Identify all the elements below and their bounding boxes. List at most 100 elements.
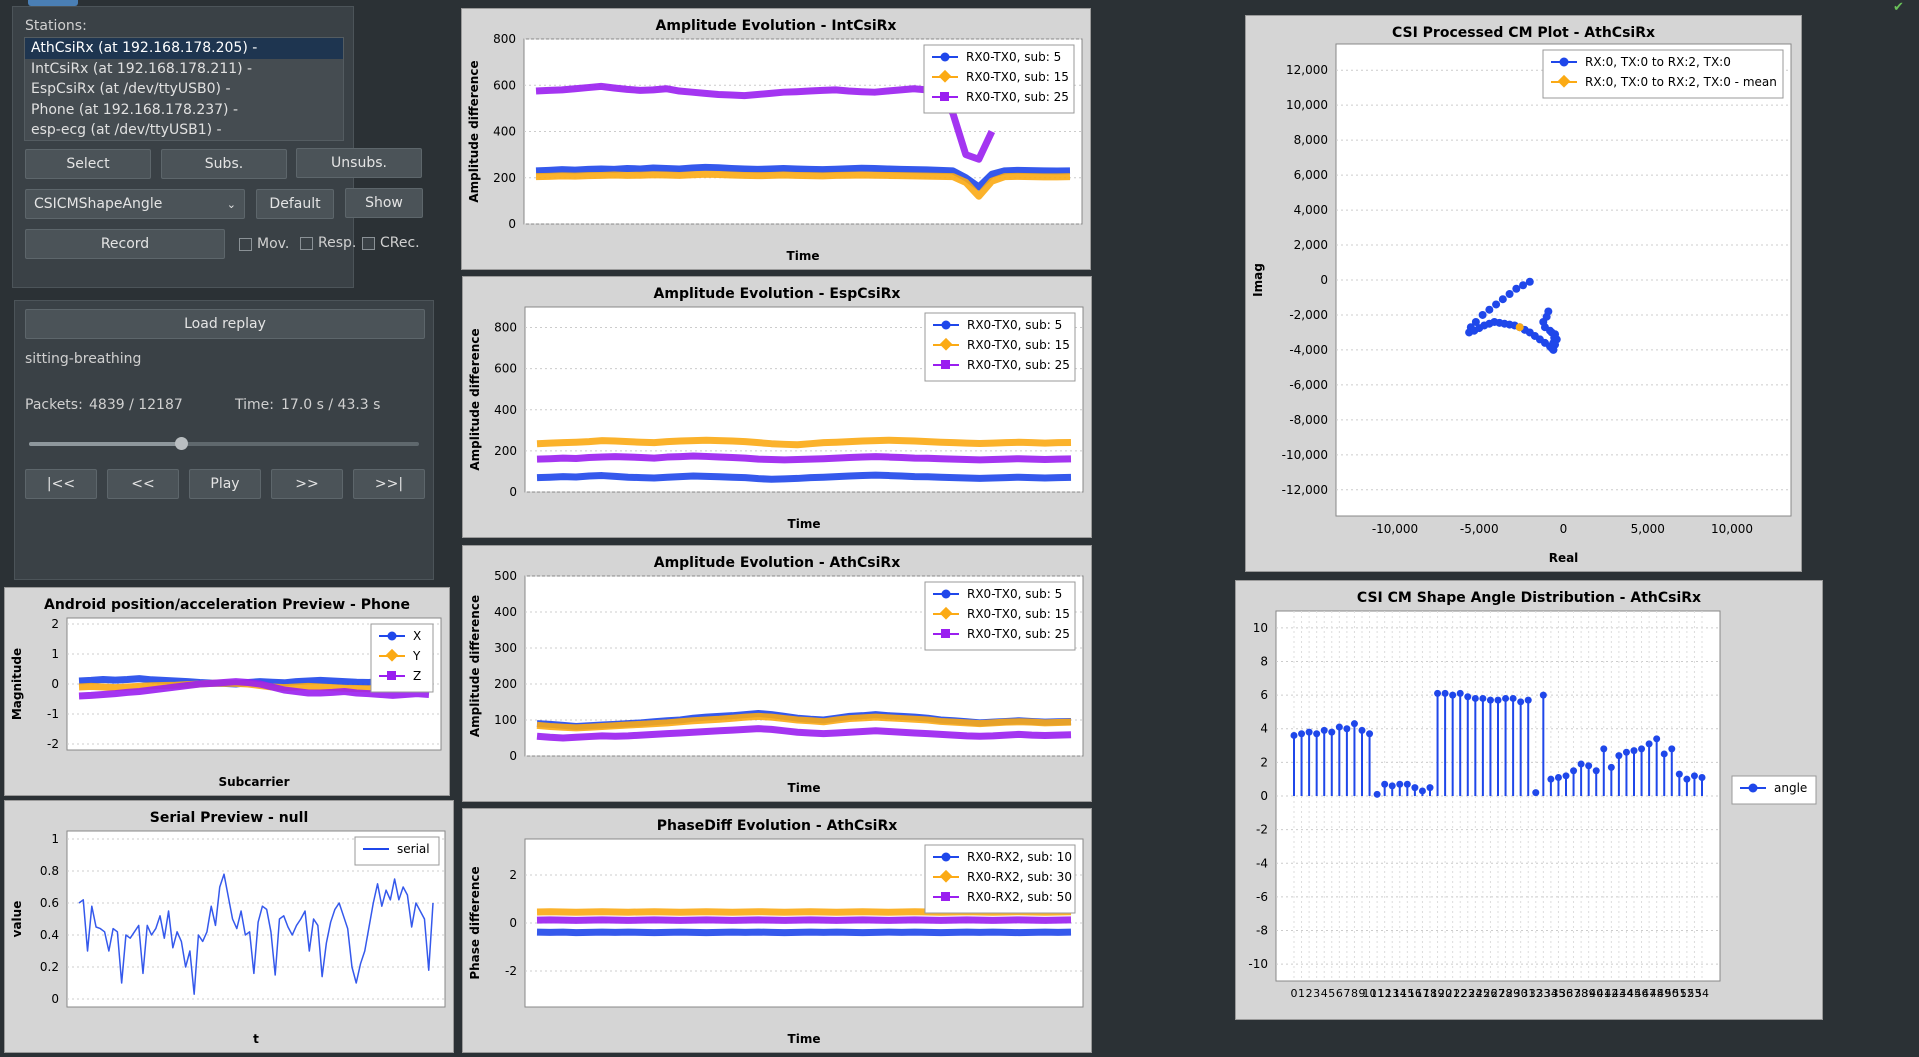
x-tick-label: 52: [1680, 987, 1694, 1000]
stem-marker: [1600, 745, 1608, 753]
load-replay-button[interactable]: Load replay: [25, 309, 425, 339]
station-item[interactable]: IntCsiRx (at 192.168.178.211) -: [31, 60, 253, 77]
last-button[interactable]: >>|: [353, 469, 425, 499]
x-tick-label: 36: [1559, 987, 1573, 1000]
x-tick-label: 53: [1687, 987, 1701, 1000]
legend-box: [1542, 49, 1784, 99]
legend-marker: [1559, 57, 1569, 67]
mov-checkbox-box[interactable]: [239, 237, 252, 251]
forward-button[interactable]: >>: [271, 469, 343, 499]
station-list[interactable]: AthCsiRx (at 192.168.178.205) - IntCsiRx …: [24, 37, 344, 141]
legend-entry: RX0-TX0, sub: 25: [967, 358, 1070, 372]
y-tick-label: 0: [51, 677, 59, 691]
x-tick-label: 6: [1336, 987, 1343, 1000]
crec-label: CRec.: [380, 235, 420, 251]
y-tick-label: -4,000: [1289, 343, 1328, 357]
station-item[interactable]: AthCsiRx (at 192.168.178.205) -: [25, 38, 343, 59]
y-tick-label: 0.8: [40, 864, 59, 878]
x-tick-label: 2: [1306, 987, 1313, 1000]
legend-marker: [941, 892, 950, 901]
stem-marker: [1441, 689, 1449, 697]
y-tick-label: -10: [1248, 957, 1268, 971]
stem-marker: [1524, 696, 1532, 704]
x-tick-label: 39: [1582, 987, 1596, 1000]
plot-type-select[interactable]: CSICMShapeAngle ⌄: [25, 189, 245, 219]
chart-angle-distribution: CSI CM Shape Angle Distribution - AthCsi…: [1235, 580, 1823, 1020]
legend: RX0-RX2, sub: 10 RX0-RX2, sub: 30 RX0-RX2,…: [924, 844, 1076, 914]
y-tick-label: 200: [493, 171, 516, 185]
legend-entry: RX0-TX0, sub: 5: [967, 318, 1062, 332]
show-plot-button[interactable]: Show: [345, 188, 423, 218]
stem-marker: [1585, 762, 1593, 770]
legend-marker: [940, 92, 949, 101]
legend-marker: [941, 320, 951, 330]
legend: RX0-TX0, sub: 5 RX0-TX0, sub: 15 RX0-TX0, …: [924, 312, 1076, 382]
stem-marker: [1434, 689, 1442, 697]
resp-checkbox-box[interactable]: [300, 236, 313, 250]
y-tick-label: 0: [509, 749, 517, 763]
crec-checkbox-box[interactable]: [362, 236, 375, 250]
legend-entry: Y: [412, 649, 421, 663]
station-item[interactable]: EspCsiRx (at /dev/ttyUSB0) -: [31, 81, 231, 97]
legend-marker: [941, 360, 950, 369]
first-button[interactable]: |<<: [25, 469, 97, 499]
x-tick-label: 5,000: [1631, 522, 1665, 536]
mov-checkbox[interactable]: Mov.: [239, 236, 289, 252]
stem-marker: [1464, 693, 1472, 701]
unsubs-button[interactable]: Unsubs.: [296, 148, 422, 178]
y-tick-label: -1: [47, 707, 59, 721]
y-tick-label: 4: [1260, 722, 1268, 736]
y-tick-label: 0.4: [40, 928, 59, 942]
record-button[interactable]: Record: [25, 229, 225, 259]
chart-amplitude-intcsirx: Amplitude Evolution - IntCsiRx 0 200 400 600…: [461, 8, 1091, 270]
default-button[interactable]: Default: [256, 189, 334, 219]
x-tick-label: 7: [1343, 987, 1350, 1000]
stem-marker: [1645, 740, 1653, 748]
mov-label: Mov.: [257, 236, 290, 252]
slider-thumb[interactable]: [175, 437, 189, 450]
x-tick-label: 43: [1612, 987, 1626, 1000]
resp-checkbox[interactable]: Resp.: [300, 235, 356, 251]
scatter-point: [1471, 317, 1480, 326]
legend-marker: [387, 671, 396, 680]
chart-title: Amplitude Evolution - IntCsiRx: [656, 18, 897, 34]
x-tick-label: 0: [1560, 522, 1568, 536]
x-tick-label: 32: [1529, 987, 1543, 1000]
x-tick-label: 0: [1291, 987, 1298, 1000]
x-tick-label: 8: [1351, 987, 1358, 1000]
stem-marker: [1494, 696, 1502, 704]
x-tick-label: 51: [1672, 987, 1686, 1000]
plot-type-value: CSICMShapeAngle: [34, 196, 163, 212]
y-tick-label: 8,000: [1294, 133, 1328, 147]
stem-marker: [1509, 694, 1517, 702]
legend-entry: RX:0, TX:0 to RX:2, TX:0 - mean: [1585, 75, 1777, 89]
crec-checkbox[interactable]: CRec.: [362, 235, 420, 251]
y-tick-label: 200: [494, 444, 517, 458]
station-item[interactable]: esp-ecg (at /dev/ttyUSB1) -: [31, 122, 222, 138]
replay-name: sitting-breathing: [25, 351, 142, 367]
scatter-point: [1485, 305, 1494, 314]
series-line-2: [536, 725, 1072, 742]
x-axis-label: Time: [788, 517, 821, 531]
stem-marker: [1638, 745, 1646, 753]
x-tick-label: 47: [1642, 987, 1656, 1000]
y-tick-label: 8: [1260, 654, 1268, 668]
select-button[interactable]: Select: [25, 149, 151, 179]
y-tick-label: 12,000: [1286, 63, 1328, 77]
x-tick-label: 26: [1483, 987, 1497, 1000]
replay-slider[interactable]: [29, 437, 419, 450]
chart-amplitude-athcsirx: Amplitude Evolution - AthCsiRx 0 100 200 300…: [462, 545, 1092, 802]
legend-entry: RX0-TX0, sub: 5: [967, 587, 1062, 601]
stem-marker: [1411, 784, 1419, 792]
series-line-0: [536, 471, 1072, 483]
y-tick-label: 2: [1260, 755, 1268, 769]
station-item[interactable]: Phone (at 192.168.178.237) -: [31, 101, 238, 118]
stem-marker: [1630, 747, 1638, 755]
x-tick-label: 50: [1665, 987, 1679, 1000]
subscribe-button[interactable]: Subs.: [161, 149, 287, 179]
back-button[interactable]: <<: [107, 469, 179, 499]
stem-marker: [1381, 780, 1389, 788]
play-button[interactable]: Play: [189, 469, 261, 499]
chart-svg: CSI CM Shape Angle Distribution - AthCsi…: [1248, 590, 1817, 1000]
stem-marker: [1290, 731, 1298, 739]
